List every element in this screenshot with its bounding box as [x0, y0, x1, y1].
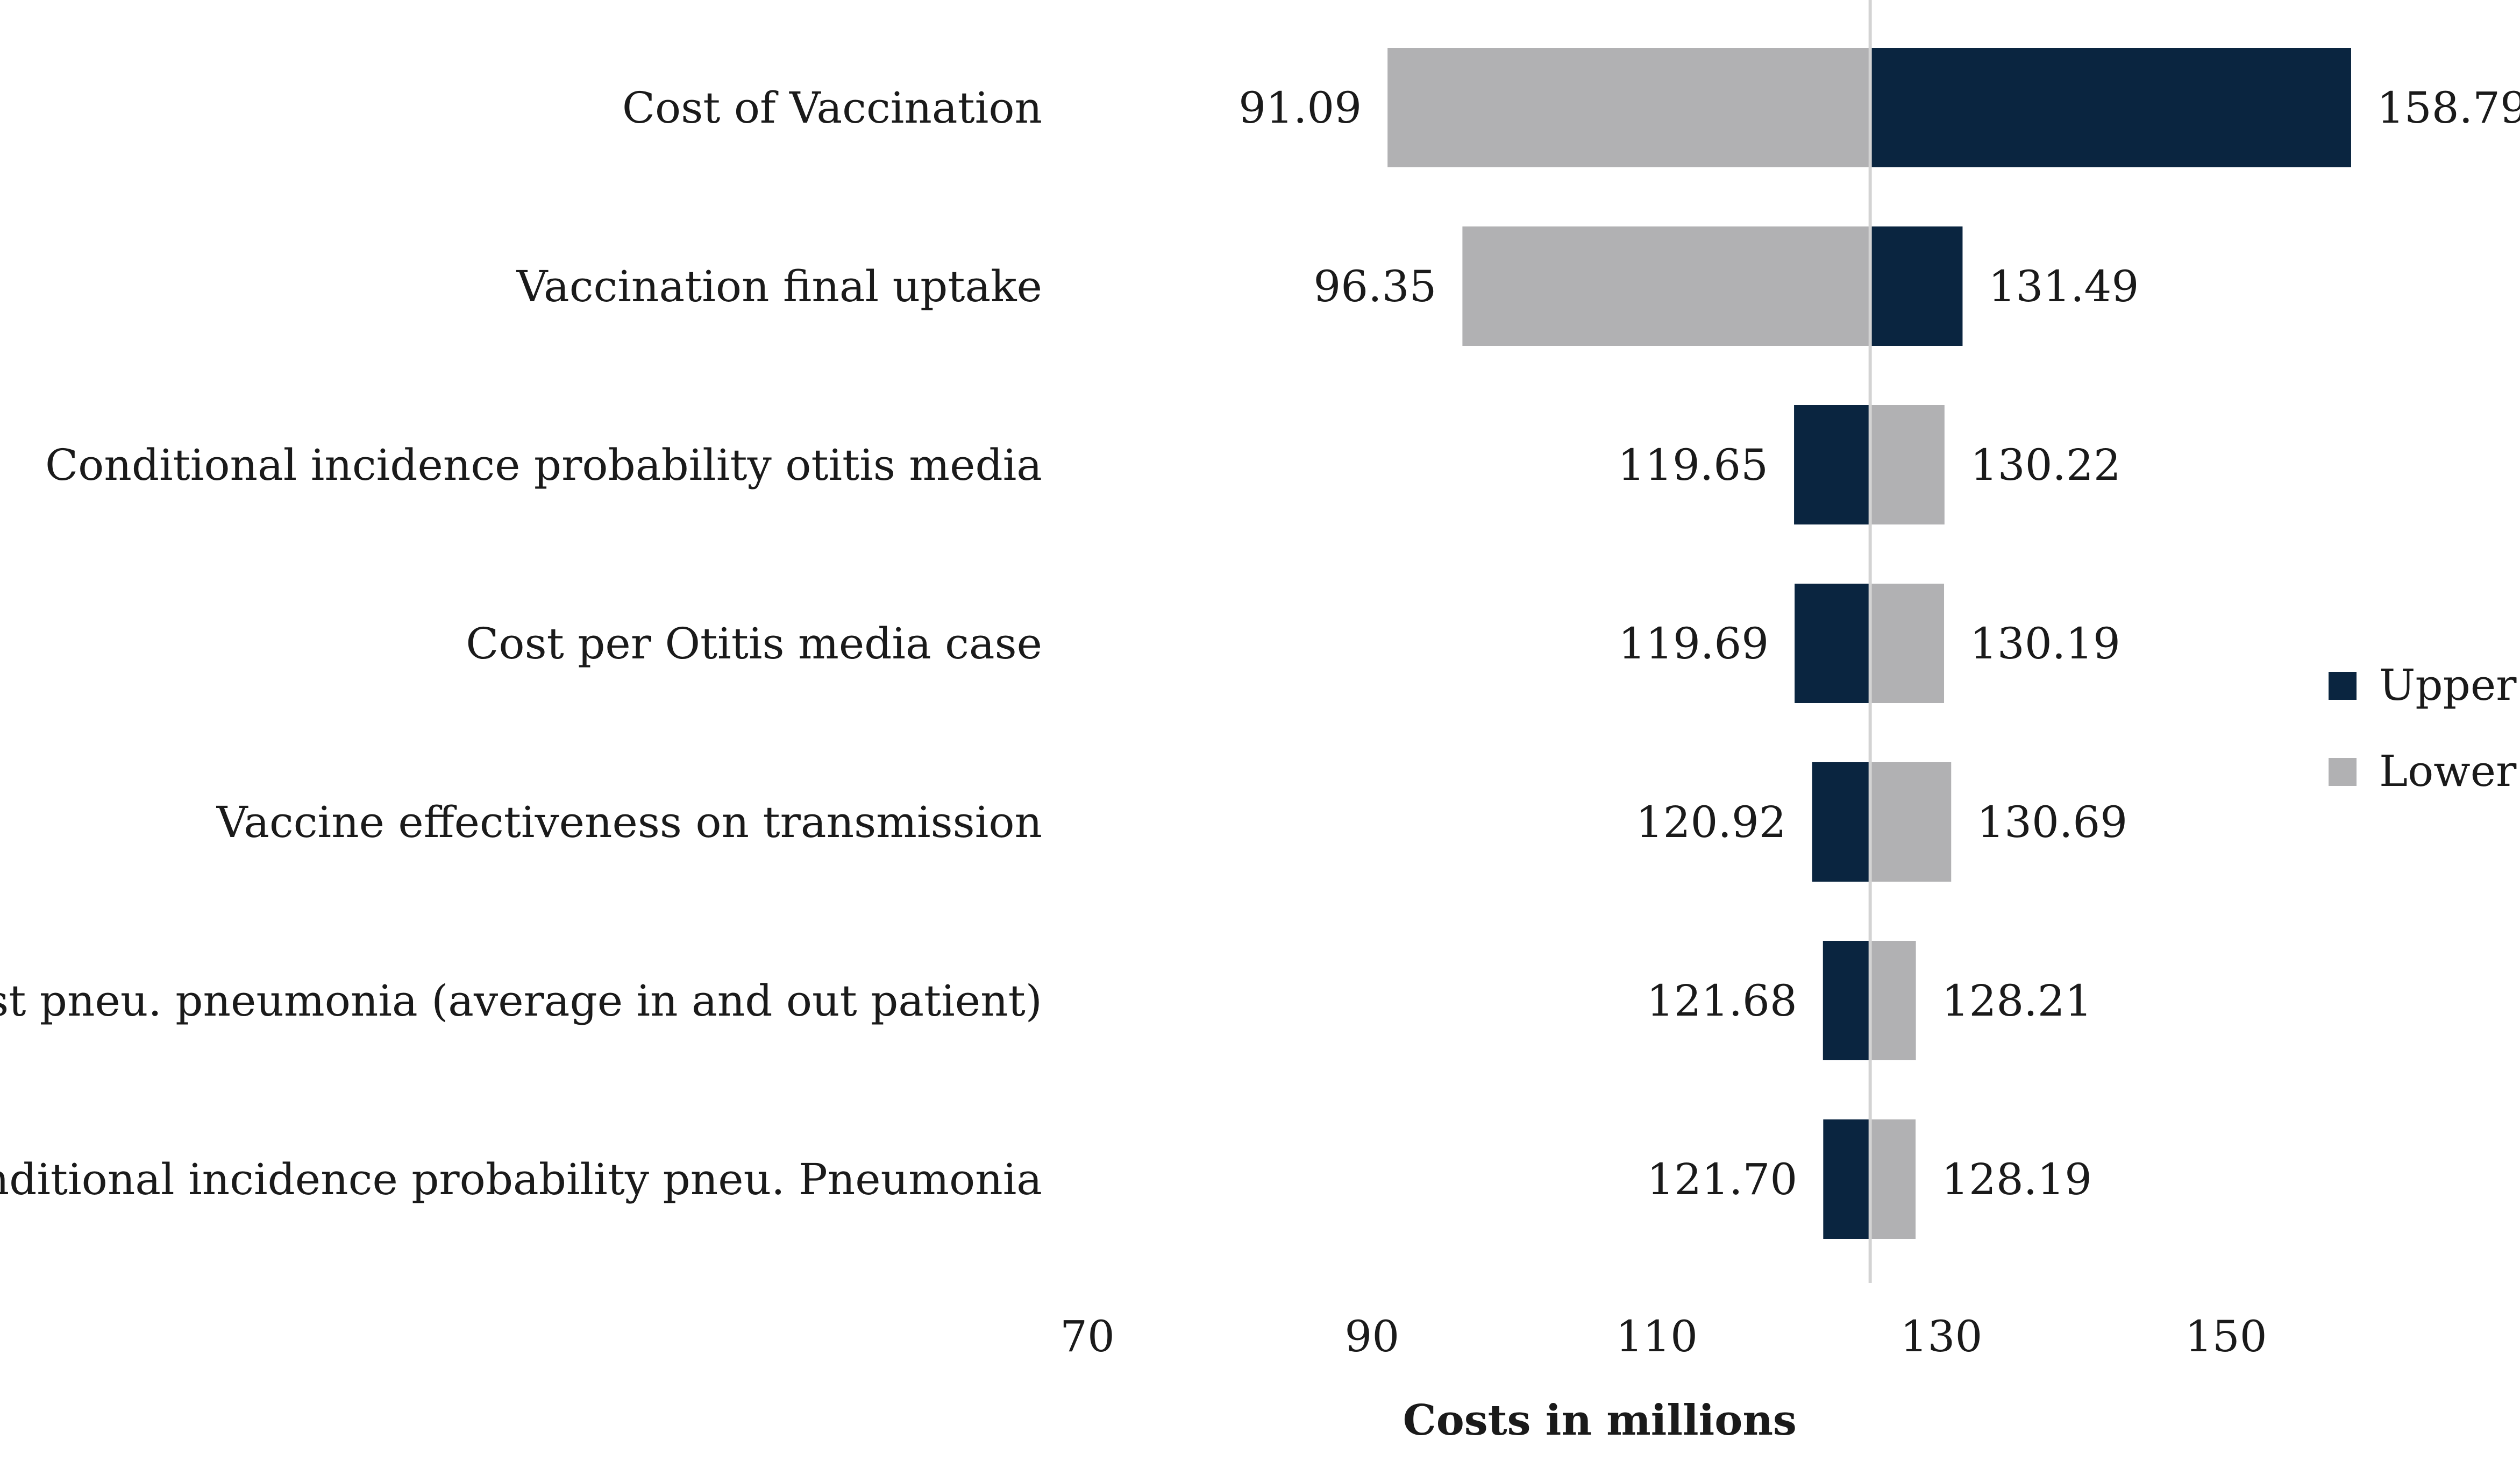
x-tick-label-70: 70	[1060, 1311, 1115, 1361]
bar-lower-vaccine-effectiveness-transmission	[1870, 762, 1952, 882]
legend-label-upper: Upper	[2379, 660, 2517, 710]
x-tick-label-130: 130	[1900, 1311, 1983, 1361]
x-tick-label-90: 90	[1344, 1311, 1399, 1361]
value-label-upper-vaccine-effectiveness-transmission: 120.92	[1636, 797, 1786, 847]
bar-upper-otitis-media-incidence	[1794, 405, 1870, 524]
bar-lower-otitis-media-cost	[1870, 584, 1945, 703]
bar-lower-pneumonia-incidence	[1870, 1119, 1916, 1239]
x-axis-title: Costs in millions	[1403, 1396, 1797, 1445]
bar-lower-otitis-media-incidence	[1870, 405, 1945, 524]
bar-upper-vaccination-final-uptake	[1870, 226, 1963, 346]
value-label-upper-otitis-media-cost: 119.69	[1618, 619, 1769, 669]
value-labels: 158.79 91.09 131.49 96.35 119.65 130.22 119.69…	[1238, 83, 2520, 1204]
bar-lower-pneumonia-cost	[1870, 941, 1916, 1060]
x-tick-label-110: 110	[1615, 1311, 1698, 1361]
category-label-pneumonia-cost: Cost pneu. pneumonia (average in and out…	[0, 976, 1042, 1026]
value-label-lower-cost-of-vaccination: 91.09	[1238, 83, 1362, 133]
category-label-pneumonia-incidence: Conditional incidence probability pneu. …	[0, 1154, 1042, 1204]
value-label-upper-otitis-media-incidence: 119.65	[1618, 440, 1768, 490]
value-label-lower-otitis-media-cost: 130.19	[1970, 619, 2120, 669]
value-label-lower-vaccine-effectiveness-transmission: 130.69	[1977, 797, 2127, 847]
bar-upper-vaccine-effectiveness-transmission	[1812, 762, 1870, 882]
value-label-lower-otitis-media-incidence: 130.22	[1970, 440, 2121, 490]
bars-layer	[1387, 48, 2351, 1239]
legend-swatch-lower	[2329, 758, 2357, 786]
bar-lower-vaccination-final-uptake	[1462, 226, 1870, 346]
x-tick-label-150: 150	[2185, 1311, 2267, 1361]
value-label-lower-pneumonia-cost: 128.21	[1942, 976, 2092, 1026]
category-label-vaccination-final-uptake: Vaccination final uptake	[516, 261, 1042, 311]
value-label-upper-pneumonia-cost: 121.68	[1647, 976, 1797, 1026]
category-label-vaccine-effectiveness-transmission: Vaccine effectiveness on transmission	[216, 797, 1042, 847]
legend: Upper Lower	[2329, 660, 2517, 796]
legend-swatch-upper	[2329, 672, 2357, 700]
bar-upper-cost-of-vaccination	[1870, 48, 2351, 167]
value-label-upper-vaccination-final-uptake: 131.49	[1988, 261, 2139, 311]
bar-lower-cost-of-vaccination	[1387, 48, 1870, 167]
bar-upper-otitis-media-cost	[1795, 584, 1870, 703]
category-label-otitis-media-incidence: Conditional incidence probability otitis…	[45, 440, 1042, 490]
bar-upper-pneumonia-incidence	[1823, 1119, 1870, 1239]
bar-upper-pneumonia-cost	[1823, 941, 1870, 1060]
category-label-otitis-media-cost: Cost per Otitis media case	[466, 619, 1042, 669]
value-label-upper-cost-of-vaccination: 158.79	[2377, 83, 2520, 133]
value-label-upper-pneumonia-incidence: 121.70	[1647, 1154, 1797, 1204]
category-labels: Cost of Vaccination Vaccination final upt…	[0, 83, 1042, 1204]
value-label-lower-pneumonia-incidence: 128.19	[1941, 1154, 2092, 1204]
x-axis-ticks: 70 90 110 130 150	[1060, 1311, 2267, 1361]
legend-label-lower: Lower	[2379, 746, 2517, 796]
value-label-lower-vaccination-final-uptake: 96.35	[1313, 261, 1436, 311]
category-label-cost-of-vaccination: Cost of Vaccination	[622, 83, 1042, 133]
